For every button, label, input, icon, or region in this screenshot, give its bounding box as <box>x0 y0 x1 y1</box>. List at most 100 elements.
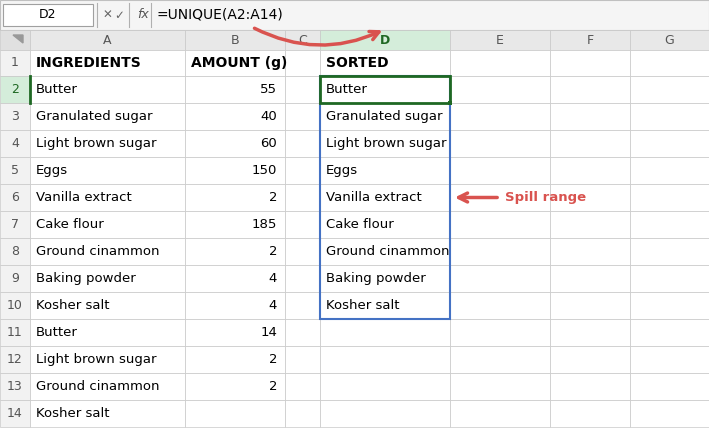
Bar <box>320 373 450 400</box>
Polygon shape <box>13 35 23 43</box>
Bar <box>320 400 450 427</box>
Text: G: G <box>664 33 674 46</box>
Text: ✓: ✓ <box>114 9 124 21</box>
Bar <box>30 346 185 373</box>
Text: Eggs: Eggs <box>326 164 358 177</box>
Bar <box>185 76 285 103</box>
Text: Butter: Butter <box>326 83 368 96</box>
Text: 4: 4 <box>269 272 277 285</box>
Bar <box>450 50 550 76</box>
Text: D: D <box>380 33 390 46</box>
Bar <box>630 265 709 292</box>
Text: Baking powder: Baking powder <box>326 272 425 285</box>
Bar <box>285 50 320 76</box>
Bar <box>320 76 450 103</box>
Text: 3: 3 <box>11 110 19 123</box>
Bar <box>285 238 320 265</box>
Bar <box>30 373 185 400</box>
Bar <box>0 346 30 373</box>
Bar <box>550 373 630 400</box>
Text: 12: 12 <box>7 353 23 366</box>
Bar <box>550 157 630 184</box>
Text: 6: 6 <box>11 191 19 204</box>
Text: 10: 10 <box>7 299 23 312</box>
Bar <box>3 4 93 26</box>
Bar <box>450 184 550 211</box>
Bar <box>285 76 320 103</box>
Bar <box>0 373 30 400</box>
Bar <box>185 238 285 265</box>
Bar <box>320 76 450 103</box>
Text: D2: D2 <box>39 9 57 21</box>
Bar <box>185 103 285 130</box>
Bar <box>450 373 550 400</box>
Bar <box>320 292 450 319</box>
Bar <box>550 211 630 238</box>
Bar <box>550 30 630 50</box>
Text: 60: 60 <box>260 137 277 150</box>
Bar <box>630 130 709 157</box>
Bar <box>185 346 285 373</box>
Bar <box>630 346 709 373</box>
Text: 5: 5 <box>11 164 19 177</box>
Bar <box>630 50 709 76</box>
Bar <box>185 400 285 427</box>
Bar <box>550 50 630 76</box>
Text: =UNIQUE(A2:A14): =UNIQUE(A2:A14) <box>157 8 284 22</box>
Bar <box>285 157 320 184</box>
Bar <box>550 130 630 157</box>
Bar <box>550 319 630 346</box>
Bar <box>450 265 550 292</box>
Text: B: B <box>230 33 240 46</box>
Bar <box>320 50 450 76</box>
Bar <box>285 211 320 238</box>
Bar <box>30 400 185 427</box>
Bar <box>185 265 285 292</box>
Text: Kosher salt: Kosher salt <box>36 299 109 312</box>
Text: A: A <box>104 33 112 46</box>
Bar <box>185 130 285 157</box>
Text: 4: 4 <box>11 137 19 150</box>
Bar <box>30 50 185 76</box>
Bar <box>550 184 630 211</box>
Bar <box>450 76 550 103</box>
Text: Butter: Butter <box>36 83 78 96</box>
Bar <box>0 50 30 76</box>
Text: Ground cinammon: Ground cinammon <box>326 245 450 258</box>
Text: Granulated sugar: Granulated sugar <box>326 110 442 123</box>
Bar <box>30 211 185 238</box>
Bar <box>320 211 450 238</box>
Bar <box>550 265 630 292</box>
Bar <box>320 346 450 373</box>
Bar <box>320 184 450 211</box>
Bar <box>630 292 709 319</box>
Bar <box>30 238 185 265</box>
Bar <box>320 130 450 157</box>
Bar <box>450 319 550 346</box>
Text: Baking powder: Baking powder <box>36 272 135 285</box>
Bar <box>285 400 320 427</box>
Bar <box>285 103 320 130</box>
Bar <box>185 184 285 211</box>
Text: Light brown sugar: Light brown sugar <box>36 137 157 150</box>
Bar <box>30 76 185 103</box>
Bar <box>320 238 450 265</box>
Bar <box>320 319 450 346</box>
Text: 4: 4 <box>269 299 277 312</box>
Text: 2: 2 <box>11 83 19 96</box>
Bar <box>185 157 285 184</box>
Bar <box>630 76 709 103</box>
Bar <box>630 157 709 184</box>
Bar <box>320 30 450 50</box>
Text: F: F <box>586 33 593 46</box>
Text: Cake flour: Cake flour <box>326 218 393 231</box>
Text: 2: 2 <box>269 191 277 204</box>
Bar <box>450 30 550 50</box>
Bar <box>30 103 185 130</box>
Bar <box>0 238 30 265</box>
Text: 185: 185 <box>252 218 277 231</box>
Bar <box>550 103 630 130</box>
Bar <box>0 30 30 50</box>
Text: fx: fx <box>137 9 149 21</box>
Bar <box>550 346 630 373</box>
